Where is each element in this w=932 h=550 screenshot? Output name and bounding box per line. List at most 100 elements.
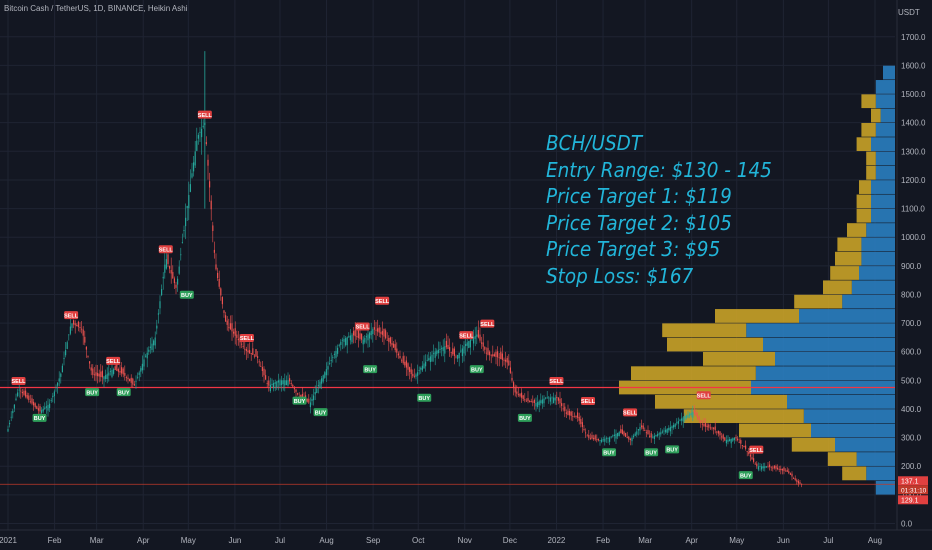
- sell-signal-badge: [375, 296, 390, 305]
- candle-body: [113, 369, 115, 374]
- candle-body: [573, 416, 575, 418]
- candle-body: [81, 328, 83, 330]
- buy-signal-badge: [602, 448, 617, 457]
- candle-body: [140, 368, 142, 372]
- candle-body: [133, 384, 135, 386]
- candle-body: [663, 430, 665, 432]
- buy-signal-badge: [292, 396, 307, 405]
- candle-body: [565, 412, 567, 414]
- sell-signal-label: SELL: [697, 393, 712, 399]
- candle-body: [353, 331, 355, 336]
- candle-body: [191, 173, 193, 178]
- candle-body: [63, 357, 65, 360]
- y-tick-label: 1000.0: [901, 233, 926, 242]
- sell-signal-badge: [696, 391, 711, 400]
- candle-body: [463, 346, 465, 354]
- sell-signal-label: SELL: [240, 336, 255, 342]
- candle-body: [31, 398, 33, 404]
- candle-body: [316, 388, 318, 394]
- candle-body: [20, 390, 22, 392]
- candle-body: [797, 480, 799, 484]
- y-tick-label: 1100.0: [901, 205, 925, 214]
- candle-body: [79, 326, 81, 328]
- candle-body: [509, 367, 511, 373]
- candle-body: [586, 435, 588, 437]
- candle-body: [317, 385, 319, 386]
- candle-body: [92, 368, 94, 375]
- volume-profile-up-bar: [875, 122, 895, 137]
- candle-body: [153, 340, 155, 346]
- x-tick-label: 2021: [0, 536, 17, 545]
- candle-body: [469, 339, 471, 348]
- candle-body: [629, 438, 631, 441]
- candle-body: [572, 416, 574, 418]
- countdown-text: 01:31:10: [901, 487, 927, 494]
- candle-body: [597, 438, 599, 441]
- candle-body: [445, 340, 447, 348]
- buy-signal-label: BUY: [315, 410, 327, 416]
- volume-profile-down-bar: [830, 266, 859, 280]
- sell-signal-label: SELL: [581, 399, 596, 405]
- candle-body: [476, 334, 478, 337]
- candle-body: [508, 360, 510, 366]
- buy-signal-badge: [313, 408, 328, 417]
- candle-body: [185, 217, 187, 227]
- candle-body: [44, 407, 46, 409]
- x-tick-label: Sep: [366, 536, 381, 545]
- candle-body: [389, 337, 391, 344]
- candle-body: [55, 387, 57, 388]
- candle-body: [106, 373, 108, 380]
- candle-body: [533, 399, 535, 403]
- candle-body: [660, 432, 662, 435]
- buy-signal-badge: [32, 413, 47, 422]
- candle-body: [295, 389, 297, 392]
- sell-signal-badge: [239, 333, 254, 342]
- candle-body: [724, 437, 726, 441]
- volume-profile-down-bar: [837, 237, 862, 252]
- candle-body: [308, 398, 310, 403]
- candle-body: [666, 428, 668, 433]
- candle-body: [676, 422, 678, 424]
- candle-body: [255, 349, 257, 357]
- candle-body: [754, 463, 756, 465]
- candle-body: [357, 330, 359, 338]
- x-tick-label: Jul: [275, 536, 285, 545]
- candle-body: [90, 367, 92, 371]
- sell-signal-badge: [459, 331, 474, 340]
- candle-body: [149, 346, 151, 348]
- x-tick-label: Jun: [228, 536, 241, 545]
- candle-body: [703, 423, 705, 427]
- sell-signal-badge: [11, 376, 26, 385]
- candle-body: [495, 351, 497, 357]
- volume-profile-down-bar: [859, 180, 871, 194]
- candle-body: [348, 336, 350, 338]
- volume-profile-up-bar: [746, 323, 895, 338]
- candle-body: [9, 422, 11, 425]
- candle-body: [116, 364, 118, 371]
- candle-body: [215, 264, 217, 270]
- candle-body: [652, 436, 654, 438]
- candle-body: [394, 344, 396, 351]
- candle-body: [311, 398, 313, 402]
- candle-body: [711, 427, 713, 429]
- buy-signal-label: BUY: [418, 396, 430, 402]
- y-tick-label: 1700.0: [901, 33, 926, 42]
- candle-body: [399, 356, 401, 358]
- candle-body: [706, 425, 708, 428]
- candle-body: [234, 328, 236, 336]
- candle-body: [236, 334, 238, 338]
- y-tick-label: 1600.0: [901, 61, 926, 70]
- candle-body: [581, 422, 583, 427]
- last-price-badge: [898, 476, 928, 486]
- y-tick-label: 1200.0: [901, 176, 926, 185]
- low-price-text: 129.1: [901, 497, 919, 504]
- candle-body: [333, 353, 335, 355]
- candle-body: [473, 337, 475, 344]
- symbol-info: Bitcoin Cash / TetherUS, 1D, BINANCE, He…: [4, 4, 188, 13]
- candle-body: [594, 435, 596, 440]
- candle-body: [625, 433, 627, 437]
- x-tick-label: Mar: [90, 536, 104, 545]
- sell-signal-label: SELL: [159, 247, 174, 253]
